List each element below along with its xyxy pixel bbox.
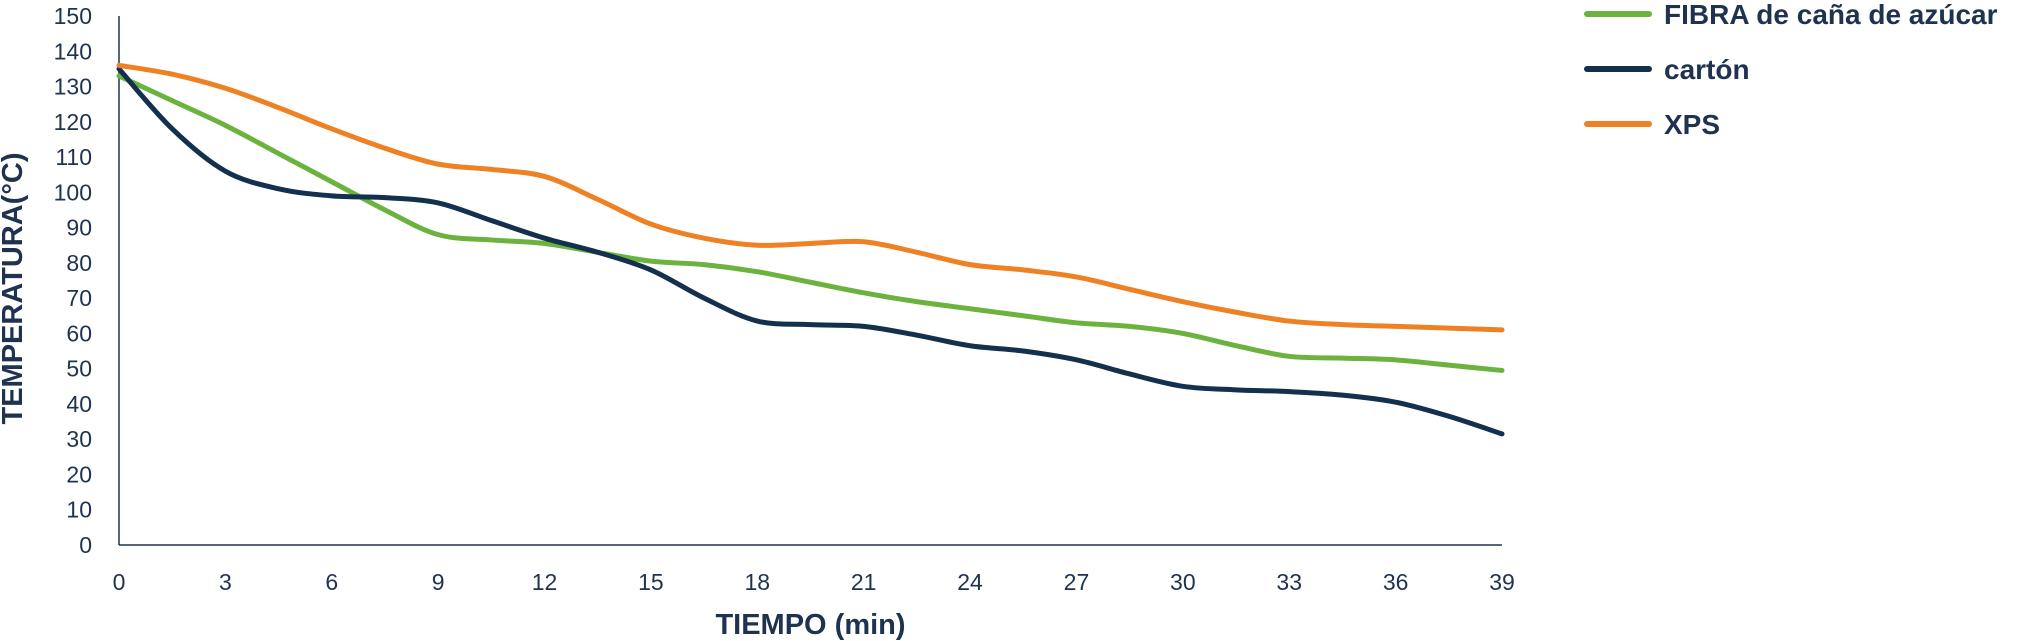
y-tick-label: 90	[66, 215, 92, 241]
legend: FIBRA de caña de azúcar cartón XPS	[1584, 0, 1998, 140]
y-tick-label: 100	[54, 179, 92, 205]
x-tick-label: 0	[113, 569, 126, 595]
x-tick-label: 6	[325, 569, 338, 595]
x-tick-label: 24	[957, 569, 983, 595]
legend-item: FIBRA de caña de azúcar	[1584, 0, 1998, 30]
y-axis-tick-labels: 0 10 20 30 40 50 60 70 80 90 100 110 120 130 140 150	[54, 3, 92, 558]
y-tick-label: 140	[54, 38, 92, 64]
x-axis-title: TIEMPO (min)	[715, 609, 905, 641]
x-tick-label: 27	[1064, 569, 1090, 595]
y-tick-label: 70	[66, 285, 92, 311]
legend-label: FIBRA de caña de azúcar	[1664, 0, 1998, 30]
x-tick-label: 39	[1489, 569, 1515, 595]
x-tick-label: 18	[745, 569, 771, 595]
y-axis-title: TEMPERATURA(°C)	[0, 152, 29, 424]
y-tick-label: 120	[54, 109, 92, 135]
y-tick-label: 10	[66, 497, 92, 523]
y-tick-label: 110	[55, 144, 92, 170]
series-lines	[116, 62, 1505, 437]
axes	[118, 16, 1502, 546]
x-tick-label: 33	[1276, 569, 1302, 595]
y-tick-label: 30	[66, 426, 92, 452]
y-tick-label: 80	[66, 250, 92, 276]
y-tick-label: 40	[66, 391, 92, 417]
y-tick-label: 150	[54, 3, 92, 29]
y-tick-label: 130	[54, 74, 92, 100]
x-tick-label: 12	[532, 569, 558, 595]
y-tick-label: 50	[66, 356, 92, 382]
legend-item: XPS	[1584, 109, 1720, 140]
x-axis-tick-labels: 0 3 6 9 12 15 18 21 24 27 30 33 36 39	[113, 569, 1515, 595]
x-tick-label: 15	[638, 569, 664, 595]
series-line-xps	[116, 62, 1505, 333]
x-tick-label: 36	[1383, 569, 1409, 595]
x-tick-label: 9	[432, 569, 445, 595]
legend-label: cartón	[1664, 54, 1750, 85]
y-tick-label: 60	[66, 320, 92, 346]
series-line-fibra-de-cana-de-azucar	[116, 73, 1505, 373]
x-tick-label: 3	[219, 569, 232, 595]
legend-item: cartón	[1584, 54, 1750, 85]
y-tick-label: 20	[66, 461, 92, 487]
legend-label: XPS	[1664, 109, 1720, 140]
x-tick-label: 30	[1170, 569, 1196, 595]
series-line-carton	[116, 66, 1505, 437]
y-tick-label: 0	[79, 532, 92, 558]
x-tick-label: 21	[851, 569, 877, 595]
